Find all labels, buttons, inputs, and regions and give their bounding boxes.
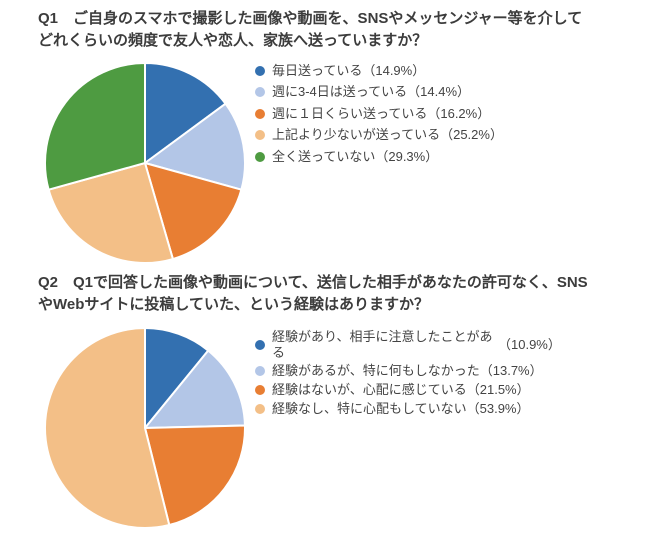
pie-slice-0-0 bbox=[144, 62, 227, 164]
q2-title: Q2 Q1で回答した画像や動画について、送信した相手があなたの許可なく、SNS … bbox=[38, 272, 628, 316]
legend-item: 毎日送っている （14.9%） bbox=[255, 60, 635, 82]
legend-percentage: （10.9%） bbox=[498, 337, 561, 352]
legend-color-swatch-icon bbox=[255, 151, 265, 162]
legend-percentage: （14.9%） bbox=[362, 62, 426, 78]
q2-legend: 経験があり、相手に注意したことがある （10.9%） 経験があるが、特に何もしなかっ… bbox=[255, 329, 645, 418]
pie-slice-0-4 bbox=[44, 62, 146, 191]
legend-color-swatch-icon bbox=[255, 403, 265, 414]
legend-item: 週に3-4日は送っている （14.4%） bbox=[255, 82, 635, 104]
legend-label: 週に3-4日は送っている bbox=[272, 84, 408, 100]
legend-color-swatch-icon bbox=[255, 130, 265, 141]
legend-item: 全く送っていない （29.3%） bbox=[255, 146, 635, 168]
legend-label: 経験はないが、心配に感じている bbox=[272, 381, 467, 397]
legend-color-swatch-icon bbox=[255, 108, 265, 119]
legend-percentage: （13.7%） bbox=[479, 362, 543, 378]
legend-label: 経験があるが、特に何もしなかった bbox=[272, 362, 480, 378]
pie-slice-1-0 bbox=[144, 327, 210, 429]
q1-title-line-2: どれくらいの頻度で友人や恋人、家族へ送っていますか？ bbox=[38, 32, 428, 49]
legend-percentage: （16.2%） bbox=[427, 105, 491, 121]
legend-item: 経験なし、特に心配もしていない （53.9%） bbox=[255, 399, 645, 418]
legend-percentage: （25.2%） bbox=[440, 127, 503, 143]
legend-color-swatch-icon bbox=[255, 365, 265, 376]
legend-label: 経験なし、特に心配もしていない bbox=[272, 400, 467, 416]
q2-title-line-1: Q2 Q1で回答した画像や動画について、送信した相手があなたの許可なく、SNS bbox=[38, 274, 588, 291]
legend-label: 上記より少ないが送っている bbox=[272, 127, 441, 143]
legend-color-swatch-icon bbox=[255, 87, 265, 98]
legend-color-swatch-icon bbox=[255, 65, 265, 76]
legend-color-swatch-icon bbox=[255, 384, 265, 395]
pie-slice-0-3 bbox=[47, 162, 174, 264]
pie-slice-0-2 bbox=[144, 162, 243, 261]
legend-percentage: （29.3%） bbox=[375, 148, 439, 164]
legend-item: 経験があり、相手に注意したことがある （10.9%） bbox=[255, 329, 645, 361]
legend-label: 全く送っていない bbox=[272, 148, 376, 164]
q2-pie-chart bbox=[43, 327, 246, 529]
legend-item: 週に１日くらい送っている （16.2%） bbox=[255, 103, 635, 125]
pie-slice-1-2 bbox=[144, 424, 246, 527]
legend-label: 週に１日くらい送っている bbox=[272, 105, 428, 121]
legend-item: 経験があるが、特に何もしなかった （13.7%） bbox=[255, 361, 645, 380]
q1-pie-chart bbox=[44, 62, 246, 264]
pie-slice-0-1 bbox=[144, 102, 246, 191]
q1-legend: 毎日送っている （14.9%） 週に3-4日は送っている （14.4%） 週に１日くらい… bbox=[255, 60, 635, 168]
legend-label: 経験があり、相手に注意したことがある bbox=[272, 329, 493, 360]
q1-title-line-1: Q1 ご自身のスマホで撮影した画像や動画を、SNSやメッセンジャー等を介して bbox=[38, 10, 583, 27]
legend-percentage: （21.5%） bbox=[466, 381, 530, 397]
legend-percentage: （14.4%） bbox=[407, 84, 471, 100]
pie-slice-1-1 bbox=[144, 349, 246, 429]
pie-slice-1-3 bbox=[43, 327, 171, 529]
legend-color-swatch-icon bbox=[255, 340, 265, 350]
q1-title: Q1 ご自身のスマホで撮影した画像や動画を、SNSやメッセンジャー等を介して ど… bbox=[38, 8, 628, 52]
legend-item: 経験はないが、心配に感じている （21.5%） bbox=[255, 380, 645, 399]
legend-label: 毎日送っている bbox=[272, 62, 363, 78]
legend-percentage: （53.9%） bbox=[466, 400, 530, 416]
legend-item: 上記より少ないが送っている （25.2%） bbox=[255, 125, 635, 147]
q2-title-line-2: やWebサイトに投稿していた、という経験はありますか？ bbox=[38, 296, 429, 313]
